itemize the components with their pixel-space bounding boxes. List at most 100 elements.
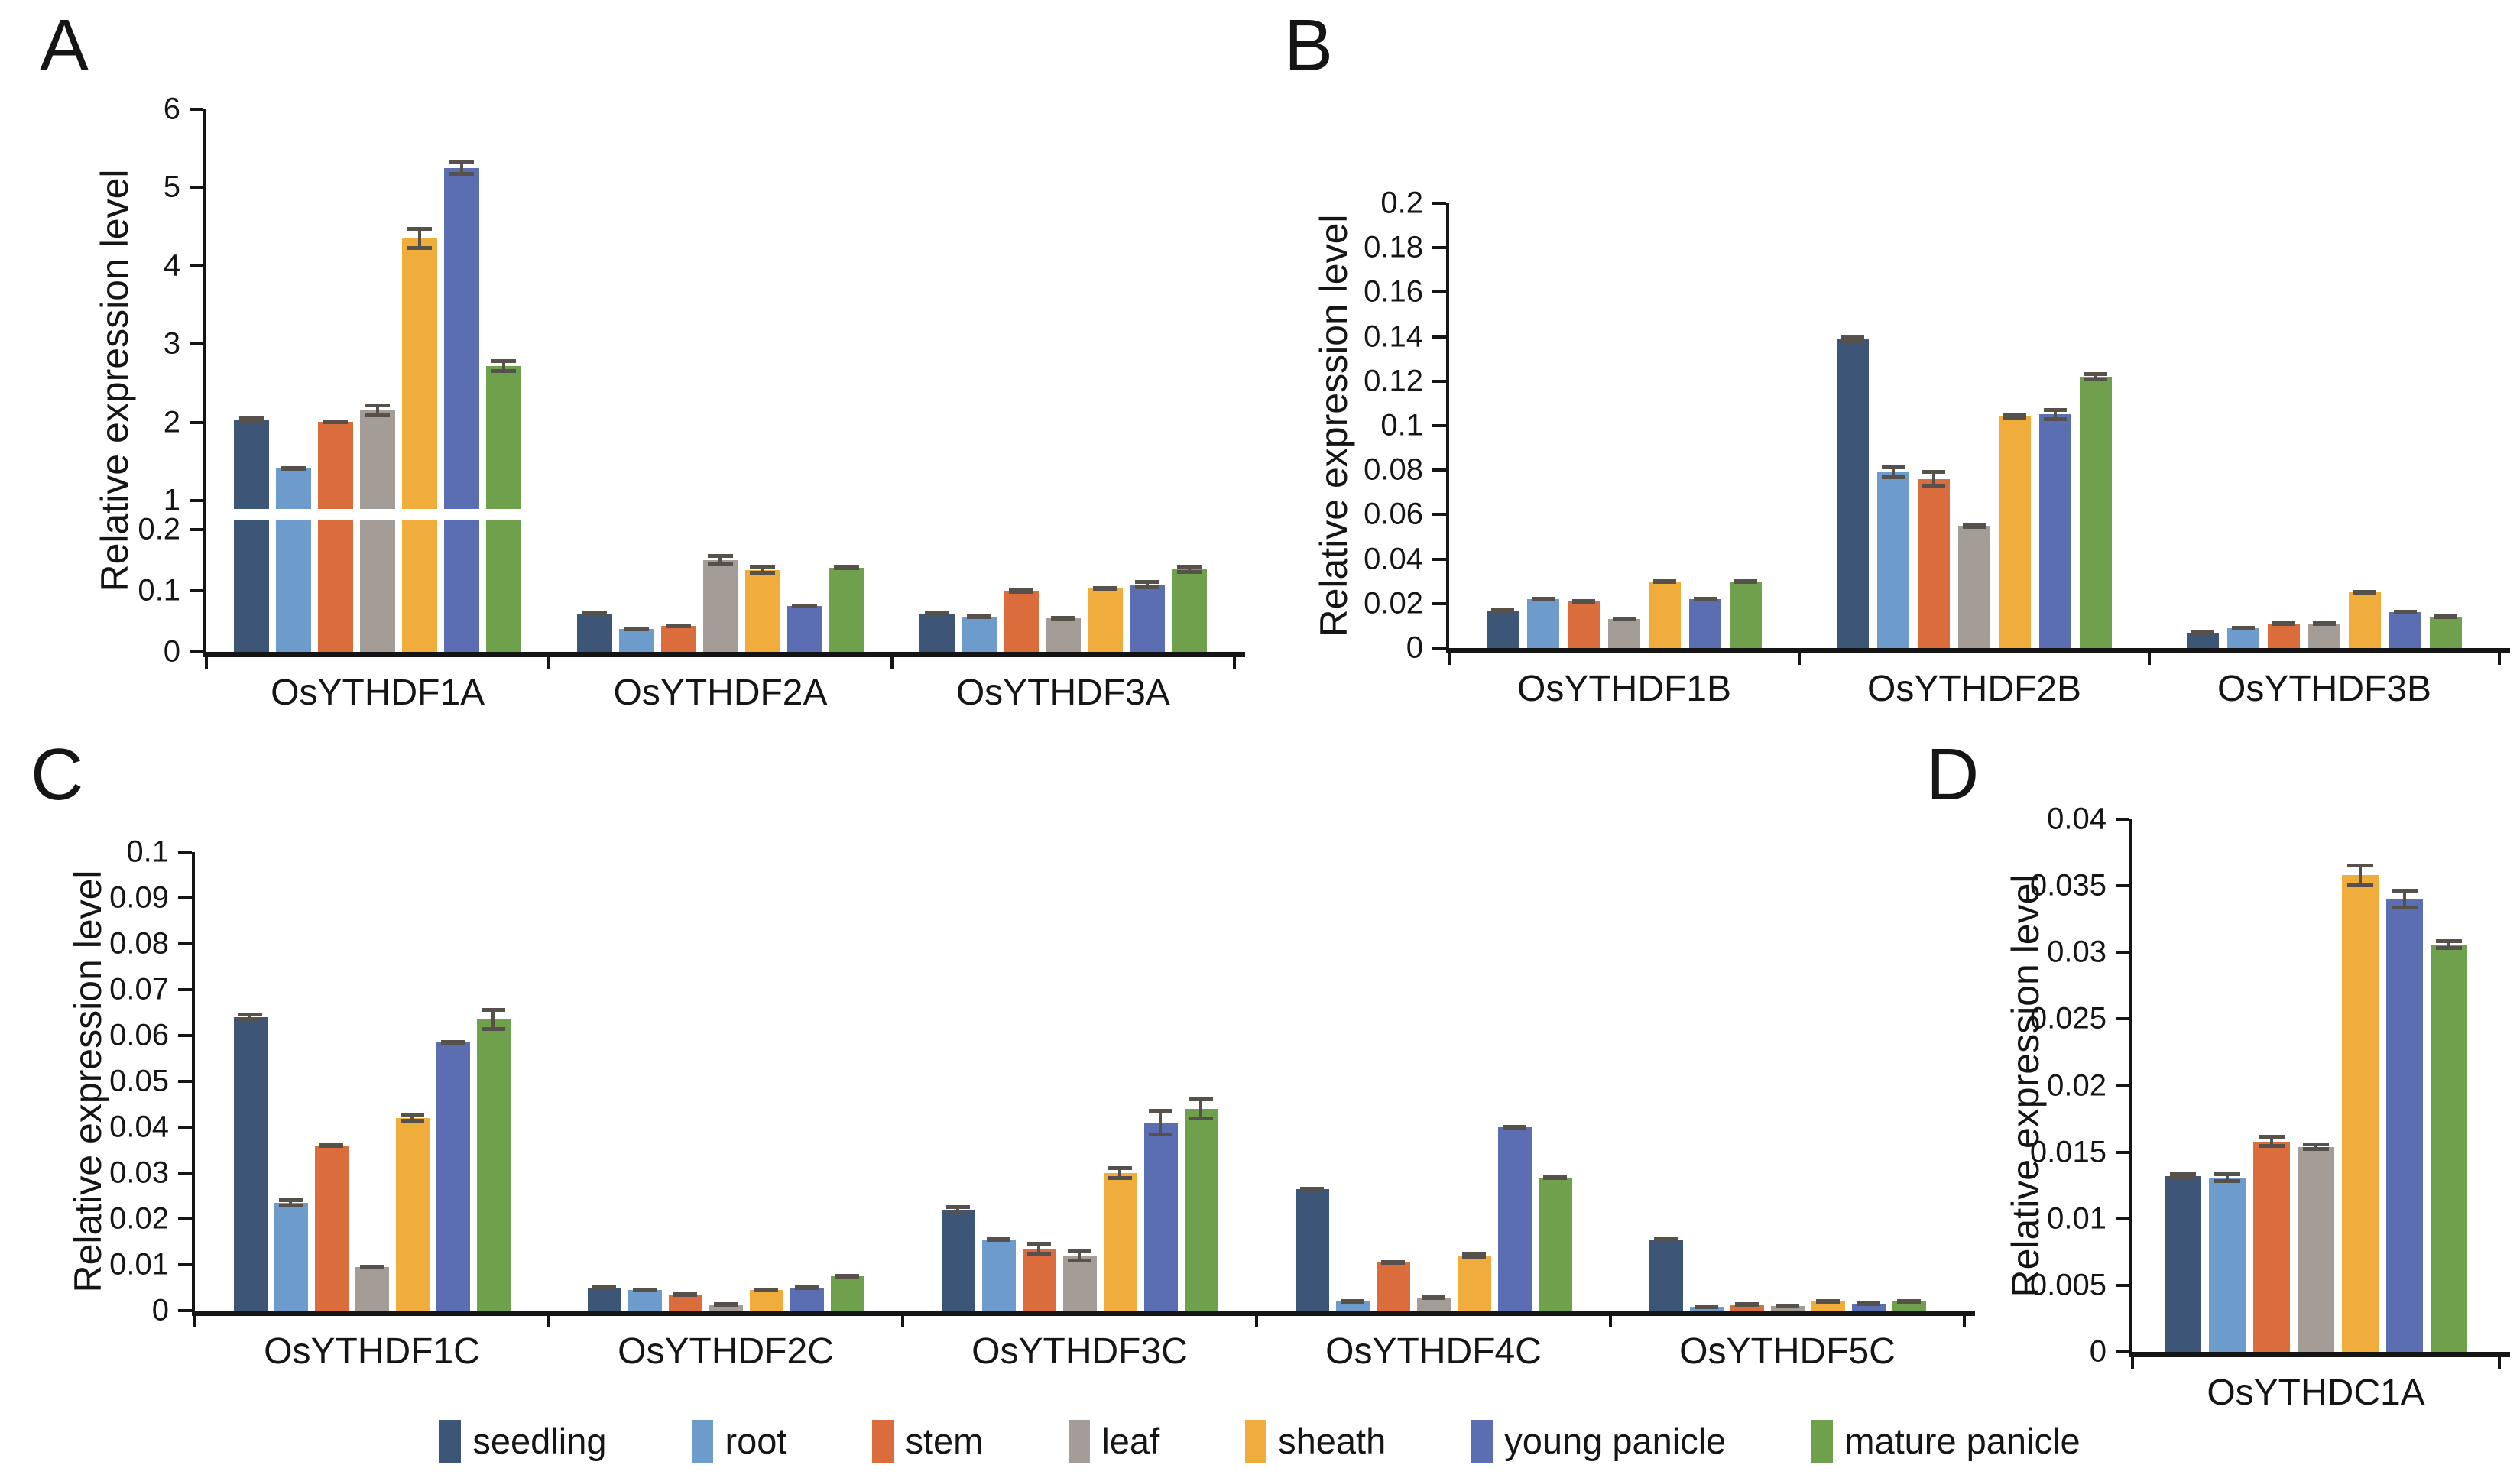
y-tick-mark bbox=[2116, 818, 2129, 821]
error-bar-cap-bottom bbox=[1841, 339, 1864, 344]
error-bar-cap-bottom bbox=[2214, 1178, 2240, 1183]
y-tick-label: 0.09 bbox=[109, 880, 169, 915]
error-bar-cap-bottom bbox=[1008, 590, 1033, 594]
bar-root-osythdf4c bbox=[1335, 1301, 1370, 1311]
error-bar-cap-bottom bbox=[2392, 906, 2418, 910]
y-tick-label: 0 bbox=[2089, 1334, 2106, 1369]
y-tick-mark bbox=[2116, 951, 2129, 955]
error-bar-cap-bottom bbox=[1108, 1176, 1132, 1180]
error-bar-stem bbox=[491, 1008, 495, 1031]
error-bar-cap-bottom bbox=[1922, 484, 1945, 488]
error-bar bbox=[1857, 1301, 1880, 1306]
y-tick-mark bbox=[190, 420, 203, 424]
category-label-osythdc1a: OsYTHDC1A bbox=[2207, 1373, 2425, 1413]
error-bar-cap-bottom bbox=[365, 413, 391, 418]
error-bar-cap-bottom bbox=[1857, 1302, 1880, 1306]
error-bar-cap-bottom bbox=[449, 172, 475, 177]
error-bar bbox=[2353, 590, 2376, 595]
y-tick-mark bbox=[178, 1217, 192, 1220]
bar-mature-panicle-osythdf2c bbox=[830, 1276, 864, 1311]
x-axis-line bbox=[192, 1311, 1975, 1316]
bar-leaf-osythdf3c bbox=[1062, 1256, 1097, 1311]
bar-stem-osythdf3b bbox=[2268, 623, 2300, 648]
error-bar bbox=[1050, 616, 1075, 621]
error-bar bbox=[2084, 372, 2107, 381]
y-tick-mark bbox=[178, 851, 192, 854]
x-tick-mark bbox=[1609, 1316, 1612, 1327]
x-tick-mark bbox=[1233, 657, 1236, 669]
category-label-osythdf2c: OsYTHDF2C bbox=[618, 1331, 834, 1372]
bar-leaf-osythdf1a bbox=[360, 410, 396, 652]
error-bar-cap-bottom bbox=[633, 1288, 657, 1292]
x-tick-mark bbox=[2131, 1357, 2134, 1369]
error-bar bbox=[401, 1113, 424, 1123]
error-bar bbox=[1532, 596, 1555, 601]
bar-leaf-osythdf3a bbox=[1045, 618, 1081, 652]
error-bar bbox=[239, 416, 264, 423]
error-bar bbox=[2170, 1172, 2196, 1181]
y-tick-mark bbox=[178, 988, 192, 991]
error-bar bbox=[1503, 1125, 1526, 1130]
y-tick-mark bbox=[178, 1172, 192, 1175]
x-axis-line bbox=[2129, 1352, 2510, 1357]
y-tick-label: 0.18 bbox=[1364, 230, 1423, 264]
error-bar-cap-bottom bbox=[2303, 1146, 2329, 1151]
y-tick-mark bbox=[1432, 335, 1446, 339]
error-bar-cap-bottom bbox=[2191, 630, 2214, 635]
error-bar-stem bbox=[2269, 1134, 2273, 1149]
error-bar-stem bbox=[956, 1205, 960, 1214]
error-bar bbox=[279, 1198, 303, 1207]
error-bar-cap-bottom bbox=[1543, 1176, 1567, 1180]
bar-mature-panicle-osythdf3c bbox=[1184, 1109, 1218, 1311]
legend-item-leaf: leaf bbox=[1069, 1419, 1159, 1463]
y-tick-label: 0.06 bbox=[109, 1018, 169, 1052]
bar-root-osythdf2a bbox=[618, 628, 654, 652]
y-tick-mark bbox=[2116, 1283, 2129, 1287]
y-tick-label: 0 bbox=[1406, 630, 1423, 665]
error-bar-cap-bottom bbox=[2347, 883, 2373, 887]
bar-stem-osythdf3a bbox=[1003, 591, 1039, 652]
error-bar-cap-bottom bbox=[987, 1238, 1010, 1242]
error-bar bbox=[2259, 1134, 2285, 1149]
error-bar-cap-bottom bbox=[279, 1204, 303, 1207]
bar-mature-panicle-osythdf5c bbox=[1892, 1301, 1926, 1311]
y-tick-mark bbox=[190, 499, 203, 502]
bar-stem-osythdf4c bbox=[1376, 1262, 1410, 1311]
error-bar bbox=[1695, 1305, 1718, 1310]
y-tick-label: 4 bbox=[163, 248, 180, 283]
error-bar bbox=[2347, 863, 2373, 887]
error-bar-cap-bottom bbox=[1068, 1259, 1091, 1262]
bar-mature-panicle-osythdf2a bbox=[829, 567, 864, 652]
error-bar-cap-bottom bbox=[2259, 1144, 2285, 1149]
y-tick-mark bbox=[1432, 601, 1446, 605]
error-bar-stem bbox=[2314, 1143, 2317, 1151]
error-bar bbox=[1816, 1299, 1840, 1304]
error-bar bbox=[1491, 608, 1514, 613]
error-bar-cap-bottom bbox=[1816, 1300, 1840, 1304]
y-tick-label: 0.04 bbox=[109, 1110, 169, 1144]
bar-seedling-osythdf4c bbox=[1295, 1189, 1329, 1311]
error-bar-cap-bottom bbox=[714, 1302, 738, 1307]
error-bar-stem bbox=[1850, 334, 1854, 344]
error-bar-cap-bottom bbox=[2272, 621, 2295, 626]
error-bar-cap-bottom bbox=[2434, 615, 2457, 620]
error-bar-cap-bottom bbox=[1027, 1252, 1051, 1256]
bar-leaf-osythdf1b bbox=[1608, 619, 1640, 648]
error-bar-stem bbox=[2447, 938, 2450, 950]
error-bar bbox=[1735, 1302, 1759, 1308]
bar-sheath-osythdf2a bbox=[744, 569, 780, 652]
error-bar bbox=[2434, 614, 2457, 620]
error-bar-cap-bottom bbox=[2394, 611, 2417, 615]
category-label-osythdf1c: OsYTHDF1C bbox=[264, 1331, 480, 1372]
error-bar-cap-bottom bbox=[946, 1211, 970, 1214]
error-bar bbox=[407, 226, 433, 251]
y-tick-mark bbox=[178, 1126, 192, 1129]
error-bar bbox=[2392, 888, 2418, 910]
bar-young-panicle-osythdf3c bbox=[1143, 1123, 1178, 1311]
error-bar-cap-bottom bbox=[1735, 1303, 1759, 1308]
error-bar-cap-bottom bbox=[2353, 591, 2376, 595]
x-tick-mark bbox=[1448, 653, 1451, 665]
y-tick-label: 3 bbox=[163, 326, 180, 361]
error-bar-cap-bottom bbox=[407, 246, 433, 251]
